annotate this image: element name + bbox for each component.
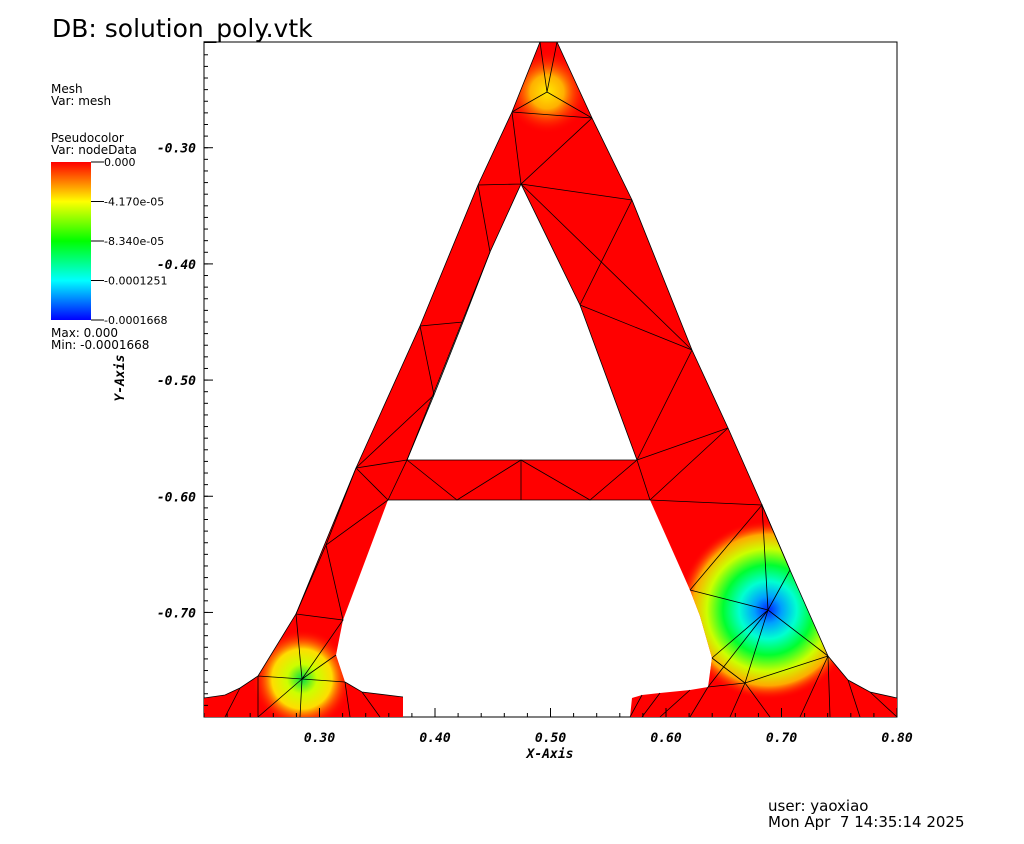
y-tick-label: -0.60 bbox=[157, 490, 196, 505]
x-tick-label: 0.30 bbox=[304, 731, 335, 746]
x-axis-title: X-Axis bbox=[526, 747, 574, 762]
x-tick-label: 0.80 bbox=[881, 731, 912, 746]
legend-ticks: 0.000 -4.170e-05 -8.340e-05 -0.0001251 -0.00… bbox=[91, 156, 167, 327]
y-axis: -0.30 -0.40 -0.50 -0.60 -0.70 bbox=[157, 54, 213, 706]
x-tick-label: 0.50 bbox=[535, 731, 566, 746]
legend-tick-label: -0.0001668 bbox=[104, 314, 167, 327]
y-tick-label: -0.70 bbox=[157, 606, 196, 621]
mesh-edges bbox=[204, 42, 897, 717]
y-tick-label: -0.40 bbox=[157, 258, 196, 273]
db-title: DB: solution_poly.vtk bbox=[52, 14, 313, 43]
x-tick-label: 0.70 bbox=[766, 731, 797, 746]
legend-tick-label: -0.0001251 bbox=[104, 275, 167, 288]
legend-tick-label: -4.170e-05 bbox=[104, 196, 164, 209]
x-tick-label: 0.60 bbox=[650, 731, 681, 746]
pseudocolor-legend-var: Var: nodeData bbox=[51, 143, 137, 157]
y-axis-title: Y-Axis bbox=[113, 355, 128, 402]
footer-user: user: yaoxiao bbox=[768, 797, 869, 815]
y-tick-label: -0.30 bbox=[157, 142, 196, 157]
mesh-legend-title: Mesh bbox=[51, 82, 83, 96]
legend-max: Max: 0.000 bbox=[51, 326, 119, 340]
color-legend-bar bbox=[51, 162, 91, 320]
x-axis: 0.30 0.40 0.50 0.60 0.70 0.80 bbox=[203, 708, 913, 746]
pseudocolor-legend-title: Pseudocolor bbox=[51, 131, 124, 145]
y-tick-label: -0.50 bbox=[157, 374, 196, 389]
footer-date: Mon Apr 7 14:35:14 2025 bbox=[768, 813, 965, 831]
legend-tick-label: 0.000 bbox=[104, 156, 136, 169]
legend-min: Min: -0.0001668 bbox=[51, 338, 150, 352]
x-tick-label: 0.40 bbox=[419, 731, 450, 746]
mesh-legend-var: Var: mesh bbox=[51, 94, 112, 108]
legend-tick-label: -8.340e-05 bbox=[104, 235, 164, 248]
